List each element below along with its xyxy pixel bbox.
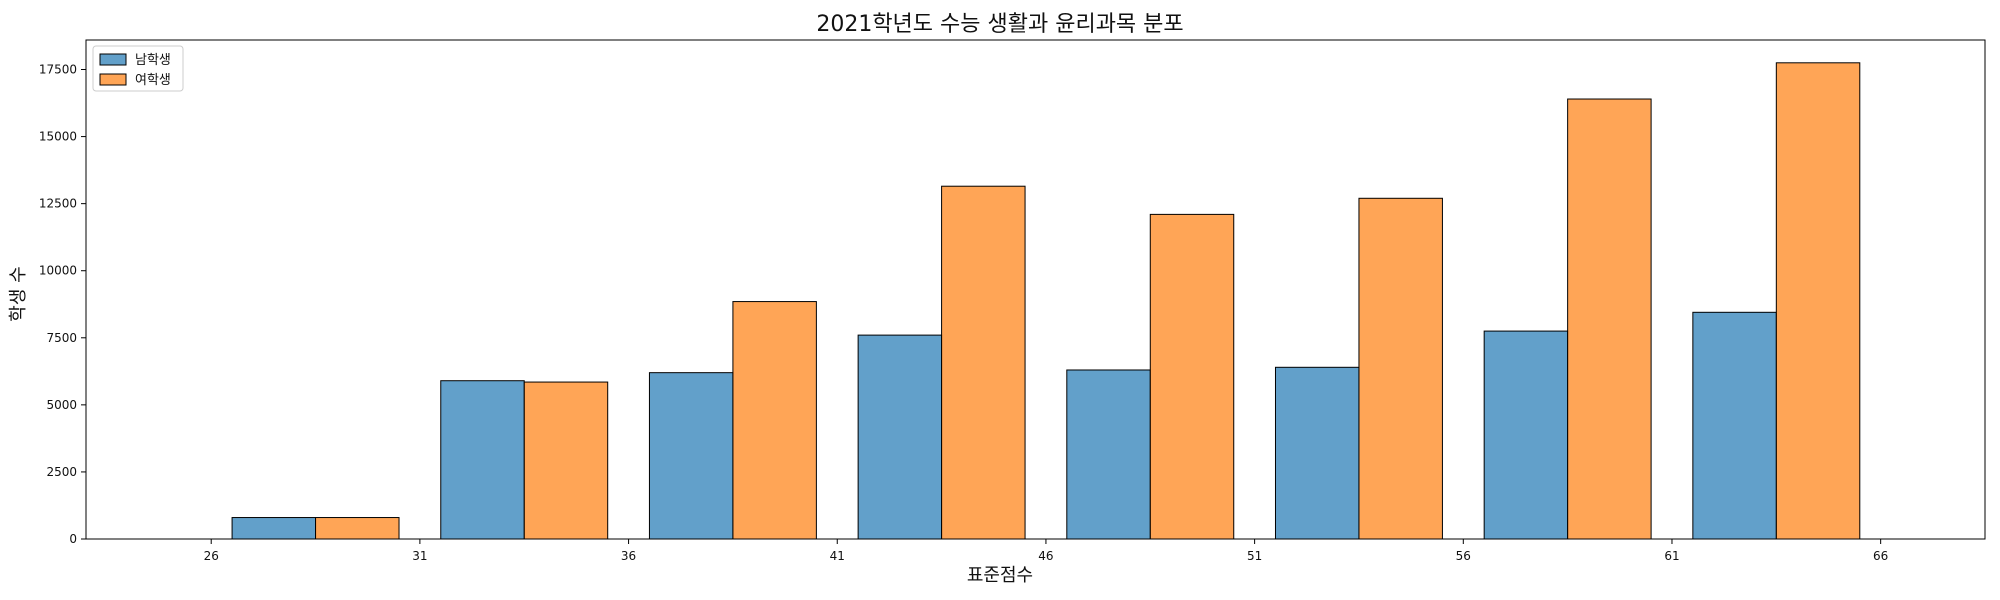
bar-male-0 (231, 517, 317, 540)
y-tick-label-6: 15000 (39, 130, 77, 144)
y-tick-label-7: 17500 (39, 63, 77, 77)
bar-female-0 (315, 517, 400, 540)
bar-male-5 (1274, 366, 1360, 540)
x-tick-label-5: 51 (1247, 549, 1262, 563)
x-axis-label: 표준점수 (967, 565, 1033, 586)
bar-male-7 (1692, 311, 1777, 540)
x-tick-label-1: 31 (412, 549, 427, 563)
legend-swatch-0 (99, 53, 127, 66)
y-tick-label-2: 5000 (46, 398, 77, 412)
y-tick-label-1: 2500 (46, 465, 77, 479)
legend-label-1: 여학생 (135, 73, 171, 88)
y-tick-label-0: 0 (69, 532, 77, 546)
bar-female-1 (523, 381, 609, 540)
x-tick-label-2: 36 (621, 549, 636, 563)
x-tick-label-6: 56 (1456, 549, 1471, 563)
bar-female-7 (1775, 62, 1861, 540)
x-tick-label-0: 26 (204, 549, 219, 563)
bar-female-4 (1149, 213, 1235, 540)
x-axis-ticks: 26 31 36 41 46 51 56 61 66 (204, 539, 1888, 563)
bar-female-3 (941, 185, 1026, 540)
bar-female-6 (1567, 98, 1652, 540)
x-tick-label-8: 66 (1873, 549, 1888, 563)
legend-label-0: 남학생 (135, 53, 171, 68)
plot-frame (85, 39, 1986, 540)
bar-male-1 (440, 380, 525, 540)
bar-male-6 (1483, 330, 1569, 540)
bar-female-5 (1358, 197, 1443, 540)
x-tick-label-4: 46 (1038, 549, 1053, 563)
y-tick-label-5: 12500 (39, 197, 77, 211)
bar-female-2 (732, 301, 817, 540)
legend-swatch-1 (99, 73, 127, 86)
bar-male-2 (648, 372, 734, 540)
chart-title: 2021학년도 수능 생활과 윤리과목 분포 (816, 12, 1183, 37)
x-tick-label-3: 41 (830, 549, 845, 563)
y-axis-ticks: 0 2500 5000 7500 10000 12500 15000 17500 (39, 63, 86, 546)
y-tick-label-4: 10000 (39, 264, 77, 278)
bar-male-4 (1066, 369, 1151, 540)
bar-male-3 (857, 334, 943, 540)
y-tick-label-3: 7500 (46, 331, 77, 345)
plot-area (85, 39, 1986, 540)
bars (231, 62, 1861, 540)
y-axis-label: 학생 수 (8, 266, 29, 321)
x-tick-label-7: 61 (1664, 549, 1679, 563)
